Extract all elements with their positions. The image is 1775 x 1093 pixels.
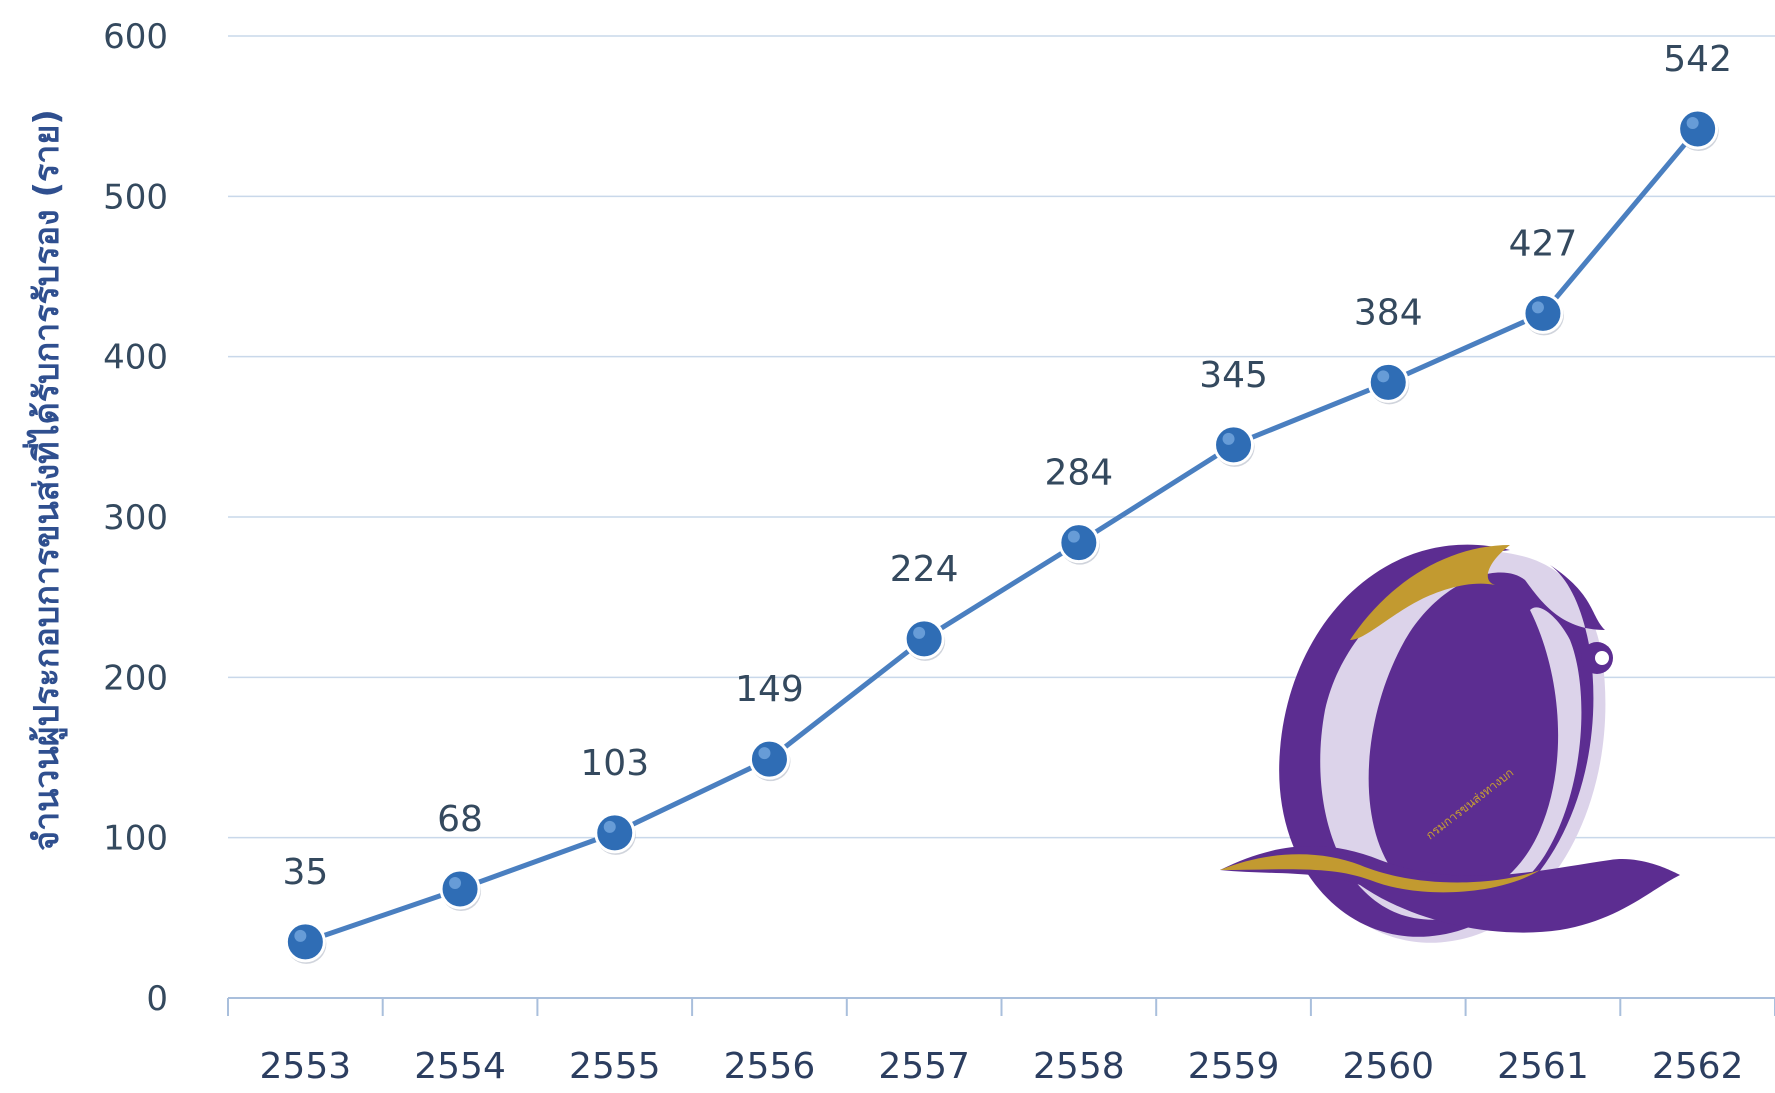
x-tick-label: 2557 [878,1046,970,1087]
y-axis-title: จำนวนผู้ประกอบการขนส่งที่ได้รับการรับรอง… [22,109,68,851]
data-point-marker [1367,361,1409,403]
x-tick-label: 2561 [1497,1046,1589,1087]
data-point-marker [748,738,790,780]
y-tick-label: 600 [103,17,168,57]
marker-highlight [1531,301,1544,314]
data-point-marker [1522,292,1564,334]
y-tick-label: 0 [146,979,168,1019]
marker-highlight [1686,116,1699,129]
logo-tail-gold [1220,854,1540,893]
marker-highlight [449,876,462,889]
y-tick-label: 400 [103,338,168,378]
data-labels: 35 68 103 149 224 284 345 384 427 542 [282,39,1732,893]
y-tick-label: 200 [103,658,168,698]
x-tick-label: 2556 [724,1046,816,1087]
x-tick-label: 2562 [1652,1046,1744,1087]
data-point-marker [1213,424,1255,466]
data-label: 542 [1663,39,1732,80]
data-label: 224 [890,549,959,590]
y-axis-ticks: 0 100 200 300 400 500 600 [103,17,168,1019]
x-tick-label: 2553 [260,1046,352,1087]
logo-gold-top [1350,545,1510,640]
data-label: 35 [282,852,328,893]
series-line [304,127,1700,945]
data-label: 284 [1044,453,1113,494]
y-tick-label: 300 [103,498,168,538]
data-label: 149 [735,669,804,710]
marker-highlight [294,929,307,942]
data-point-marker [1677,108,1719,150]
x-tick-label: 2554 [414,1046,506,1087]
series-polyline [304,127,1700,945]
data-point-marker [284,921,326,963]
data-point-marker [594,812,636,854]
x-tick-label: 2558 [1033,1046,1125,1087]
y-tick-label: 500 [103,177,168,217]
data-label: 427 [1509,223,1578,264]
y-tick-label: 100 [103,819,168,859]
x-tick-label: 2559 [1188,1046,1280,1087]
x-tick-label: 2555 [569,1046,661,1087]
data-label: 345 [1199,355,1268,396]
data-label: 384 [1354,292,1423,333]
data-point-marker [439,868,481,910]
x-tick-label: 2560 [1342,1046,1434,1087]
data-point-marker [903,618,945,660]
marker-highlight [758,747,771,760]
dlt-q-logo-icon: กรมการขนส่งทางบก [1220,544,1680,943]
series-markers [284,108,1719,964]
marker-highlight [1067,530,1080,543]
marker-highlight [1222,432,1235,445]
data-label: 103 [580,743,649,784]
marker-highlight [603,820,616,833]
marker-highlight [913,626,926,639]
logo-ring [1279,544,1605,937]
x-axis: 2553 2554 2555 2556 2557 2558 2559 2560 2561 2562 [227,997,1775,1087]
marker-highlight [1377,370,1390,383]
data-point-marker [1058,522,1100,564]
data-label: 68 [437,799,483,840]
